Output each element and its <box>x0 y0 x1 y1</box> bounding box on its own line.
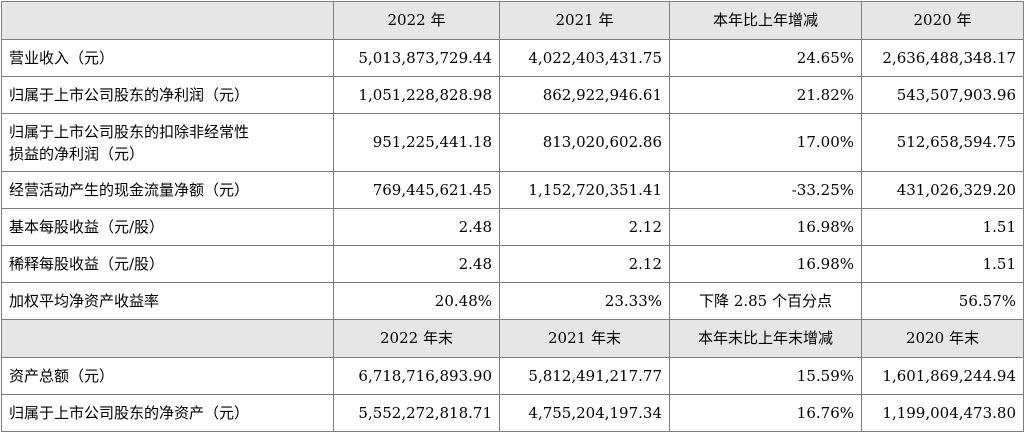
value-2021: 1,152,720,351.41 <box>499 171 670 209</box>
table-header-row: 2022 年末 2021 年末 本年末比上年末增减 2020 年末 <box>1 319 1024 358</box>
value-2020: 1,199,004,473.80 <box>861 394 1024 432</box>
value-2022: 6,718,716,893.90 <box>333 357 500 395</box>
header-cell-label <box>1 1 334 40</box>
value-2021: 4,755,204,197.34 <box>499 394 670 432</box>
value-change: 16.76% <box>669 394 862 432</box>
value-change: -33.25% <box>669 171 862 209</box>
row-label: 基本每股收益（元/股） <box>1 208 334 246</box>
value-2022: 5,552,272,818.71 <box>333 394 500 432</box>
table-row: 归属于上市公司股东的扣除非经常性 损益的净利润（元） 951,225,441.1… <box>1 113 1024 172</box>
value-2020: 1.51 <box>861 208 1024 246</box>
table-row: 营业收入（元） 5,013,873,729.44 4,022,403,431.7… <box>1 39 1024 77</box>
value-2020: 56.57% <box>861 282 1024 320</box>
value-2022: 951,225,441.18 <box>333 113 500 172</box>
header-cell-change: 本年比上年增减 <box>669 1 862 40</box>
value-2022: 1,051,228,828.98 <box>333 76 500 114</box>
value-2021: 4,022,403,431.75 <box>499 39 670 77</box>
table-row: 归属于上市公司股东的净利润（元） 1,051,228,828.98 862,92… <box>1 76 1024 114</box>
value-2020: 1,601,869,244.94 <box>861 357 1024 395</box>
value-change: 15.59% <box>669 357 862 395</box>
row-label: 加权平均净资产收益率 <box>1 282 334 320</box>
value-change: 16.98% <box>669 245 862 283</box>
table-row: 归属于上市公司股东的净资产（元） 5,552,272,818.71 4,755,… <box>1 394 1024 432</box>
value-change: 24.65% <box>669 39 862 77</box>
row-label: 经营活动产生的现金流量净额（元） <box>1 171 334 209</box>
value-2022: 2.48 <box>333 208 500 246</box>
header-cell-2021-end: 2021 年末 <box>499 319 670 358</box>
header-cell-2022-end: 2022 年末 <box>333 319 500 358</box>
row-label: 归属于上市公司股东的净资产（元） <box>1 394 334 432</box>
header-cell-change-end: 本年末比上年末增减 <box>669 319 862 358</box>
value-change: 下降 2.85 个百分点 <box>669 282 862 320</box>
row-label-line1: 归属于上市公司股东的扣除非经常性 <box>9 122 250 141</box>
value-2022: 5,013,873,729.44 <box>333 39 500 77</box>
row-label-line2: 损益的净利润（元） <box>9 144 145 163</box>
value-change: 17.00% <box>669 113 862 172</box>
row-label: 营业收入（元） <box>1 39 334 77</box>
value-2021: 813,020,602.86 <box>499 113 670 172</box>
table-header-row: 2022 年 2021 年 本年比上年增减 2020 年 <box>1 1 1024 40</box>
value-2021: 2.12 <box>499 208 670 246</box>
value-2020: 431,026,329.20 <box>861 171 1024 209</box>
row-label: 稀释每股收益（元/股） <box>1 245 334 283</box>
value-2022: 769,445,621.45 <box>333 171 500 209</box>
value-2022: 20.48% <box>333 282 500 320</box>
row-label: 归属于上市公司股东的扣除非经常性 损益的净利润（元） <box>1 113 334 172</box>
table-row: 基本每股收益（元/股） 2.48 2.12 16.98% 1.51 <box>1 208 1024 246</box>
value-2020: 1.51 <box>861 245 1024 283</box>
header-cell-2020: 2020 年 <box>861 1 1024 40</box>
table-row: 加权平均净资产收益率 20.48% 23.33% 下降 2.85 个百分点 56… <box>1 282 1024 320</box>
value-2021: 5,812,491,217.77 <box>499 357 670 395</box>
header-cell-2021: 2021 年 <box>499 1 670 40</box>
value-2020: 512,658,594.75 <box>861 113 1024 172</box>
value-2021: 862,922,946.61 <box>499 76 670 114</box>
value-change: 16.98% <box>669 208 862 246</box>
value-2020: 543,507,903.96 <box>861 76 1024 114</box>
value-2021: 23.33% <box>499 282 670 320</box>
value-2022: 2.48 <box>333 245 500 283</box>
header-cell-label <box>1 319 334 358</box>
header-cell-2020-end: 2020 年末 <box>861 319 1024 358</box>
row-label: 归属于上市公司股东的净利润（元） <box>1 76 334 114</box>
row-label: 资产总额（元） <box>1 357 334 395</box>
header-cell-2022: 2022 年 <box>333 1 500 40</box>
value-2021: 2.12 <box>499 245 670 283</box>
value-2020: 2,636,488,348.17 <box>861 39 1024 77</box>
table-row: 稀释每股收益（元/股） 2.48 2.12 16.98% 1.51 <box>1 245 1024 283</box>
value-change: 21.82% <box>669 76 862 114</box>
table-row: 经营活动产生的现金流量净额（元） 769,445,621.45 1,152,72… <box>1 171 1024 209</box>
table-row: 资产总额（元） 6,718,716,893.90 5,812,491,217.7… <box>1 357 1024 395</box>
